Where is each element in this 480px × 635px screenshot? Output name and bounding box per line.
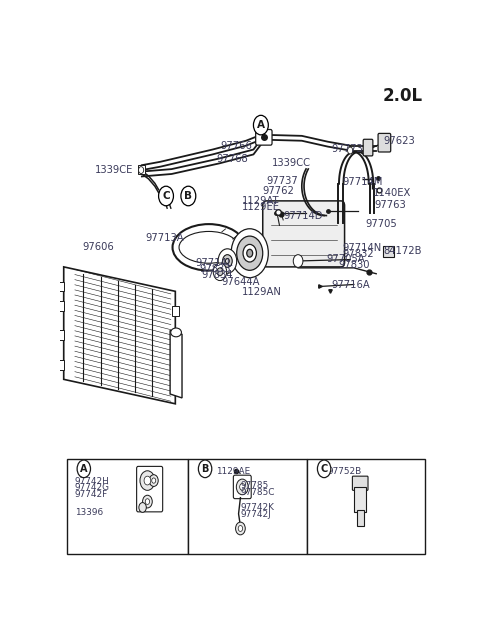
Text: 1140EX: 1140EX xyxy=(372,187,411,197)
Bar xyxy=(188,458,307,554)
FancyBboxPatch shape xyxy=(57,281,64,291)
Circle shape xyxy=(139,502,146,512)
Text: 97714N: 97714N xyxy=(342,243,381,253)
Circle shape xyxy=(240,483,245,490)
Text: C: C xyxy=(321,464,328,474)
Bar xyxy=(138,165,145,174)
FancyBboxPatch shape xyxy=(233,475,251,498)
Text: 97785: 97785 xyxy=(240,481,269,490)
Text: 97742K: 97742K xyxy=(240,503,274,512)
Circle shape xyxy=(198,460,212,478)
Circle shape xyxy=(217,268,223,276)
Circle shape xyxy=(181,186,196,206)
Text: 97714M: 97714M xyxy=(343,177,383,187)
Text: 97737: 97737 xyxy=(266,176,298,186)
Text: A: A xyxy=(80,464,87,474)
FancyBboxPatch shape xyxy=(57,301,64,311)
Circle shape xyxy=(238,526,243,531)
Circle shape xyxy=(237,236,263,271)
Bar xyxy=(307,458,425,554)
Text: 97742G: 97742G xyxy=(75,483,110,492)
Circle shape xyxy=(158,186,173,206)
Text: 97830: 97830 xyxy=(338,260,370,270)
Text: 97785C: 97785C xyxy=(240,488,275,497)
Circle shape xyxy=(152,478,156,483)
Text: 97623: 97623 xyxy=(384,136,415,146)
FancyBboxPatch shape xyxy=(354,488,366,512)
Circle shape xyxy=(253,116,268,135)
FancyBboxPatch shape xyxy=(57,360,64,370)
Text: 97752B: 97752B xyxy=(328,467,362,476)
Text: 97768: 97768 xyxy=(216,154,248,164)
Bar xyxy=(67,458,188,554)
FancyBboxPatch shape xyxy=(256,130,272,145)
FancyBboxPatch shape xyxy=(383,246,394,257)
Circle shape xyxy=(247,250,252,257)
FancyBboxPatch shape xyxy=(137,466,163,512)
Text: B: B xyxy=(184,191,192,201)
Text: 97742F: 97742F xyxy=(75,490,108,499)
Text: 84172B: 84172B xyxy=(384,246,422,257)
Text: 97763: 97763 xyxy=(374,200,406,210)
Text: 97773: 97773 xyxy=(332,144,363,154)
Circle shape xyxy=(213,263,227,281)
Text: 1129EE: 1129EE xyxy=(242,202,280,212)
Text: 97716A: 97716A xyxy=(332,281,370,290)
Circle shape xyxy=(139,166,144,173)
Polygon shape xyxy=(170,330,182,398)
Text: 1339CE: 1339CE xyxy=(96,165,134,175)
Text: 97714L: 97714L xyxy=(196,258,233,268)
FancyBboxPatch shape xyxy=(378,133,391,152)
Text: 97766: 97766 xyxy=(220,140,252,150)
Text: B: B xyxy=(202,464,209,474)
Text: 1129AT: 1129AT xyxy=(242,196,280,206)
Text: 97714D: 97714D xyxy=(283,211,323,220)
Circle shape xyxy=(77,460,91,478)
FancyBboxPatch shape xyxy=(263,201,345,267)
Circle shape xyxy=(236,522,245,535)
Text: 97644A: 97644A xyxy=(222,277,260,287)
Polygon shape xyxy=(64,267,175,404)
Text: 1339CC: 1339CC xyxy=(272,158,311,168)
Text: 97834: 97834 xyxy=(202,270,233,279)
Text: A: A xyxy=(257,120,265,130)
Circle shape xyxy=(140,471,155,490)
Text: 1129AE: 1129AE xyxy=(216,467,251,476)
Circle shape xyxy=(144,476,151,485)
FancyBboxPatch shape xyxy=(357,510,363,526)
FancyBboxPatch shape xyxy=(352,476,368,490)
Circle shape xyxy=(226,258,229,264)
Circle shape xyxy=(223,255,232,267)
Circle shape xyxy=(145,498,150,504)
Circle shape xyxy=(243,244,256,262)
Circle shape xyxy=(143,495,152,508)
Text: 1129AN: 1129AN xyxy=(242,287,282,297)
Text: 97705A: 97705A xyxy=(326,254,365,264)
Text: C: C xyxy=(162,191,170,201)
Text: 97833: 97833 xyxy=(200,264,231,274)
FancyBboxPatch shape xyxy=(172,384,179,394)
FancyBboxPatch shape xyxy=(172,306,179,316)
FancyBboxPatch shape xyxy=(57,330,64,340)
Text: 97742J: 97742J xyxy=(240,510,271,519)
Text: 13396: 13396 xyxy=(75,508,103,517)
Circle shape xyxy=(293,255,303,267)
Text: 97832: 97832 xyxy=(342,249,373,259)
FancyBboxPatch shape xyxy=(363,139,373,156)
Circle shape xyxy=(231,229,268,277)
Text: 97606: 97606 xyxy=(83,243,114,252)
Text: 97762: 97762 xyxy=(263,186,295,196)
Text: 97713A: 97713A xyxy=(145,232,184,243)
Text: 2.0L: 2.0L xyxy=(383,87,423,105)
Ellipse shape xyxy=(171,328,181,337)
Circle shape xyxy=(149,475,158,486)
Circle shape xyxy=(261,134,266,141)
Circle shape xyxy=(218,249,237,273)
Text: 97742H: 97742H xyxy=(75,476,109,486)
Circle shape xyxy=(317,460,331,478)
Circle shape xyxy=(348,147,353,154)
Text: 97705: 97705 xyxy=(365,219,397,229)
Circle shape xyxy=(236,479,248,495)
